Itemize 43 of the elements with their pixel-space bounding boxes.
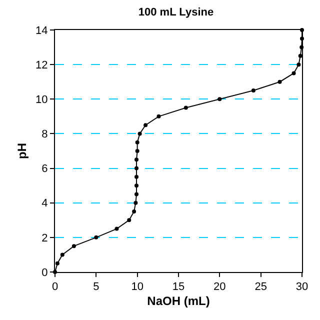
point	[144, 123, 148, 128]
y-tick-label: 14	[36, 24, 48, 37]
x-tick-label: 10	[131, 281, 144, 294]
y-tick-label: 4	[42, 198, 48, 210]
x-tick-label: 5	[93, 281, 100, 294]
y-tick-label: 12	[36, 59, 48, 72]
point	[132, 210, 136, 214]
x-tick-label: 25	[254, 281, 267, 294]
point	[134, 184, 139, 188]
point	[94, 235, 98, 240]
point	[184, 106, 188, 110]
point	[218, 97, 222, 102]
point	[292, 71, 296, 76]
point	[138, 132, 142, 136]
y-tick-label: 10	[36, 94, 48, 106]
point	[134, 200, 138, 205]
point	[156, 114, 161, 118]
x-tick-label: 30	[296, 281, 308, 294]
x-tick-label: 20	[214, 281, 226, 294]
y-axis-title: pH	[14, 143, 29, 159]
x-axis-title: NaOH (mL)	[147, 294, 210, 308]
point	[135, 140, 140, 144]
y-tick-label: 6	[42, 163, 48, 176]
y-tick-label: 0	[42, 266, 48, 279]
y-tick-label: 2	[42, 232, 48, 244]
point	[127, 218, 132, 222]
point	[114, 226, 119, 231]
point	[55, 261, 60, 266]
point	[60, 252, 64, 257]
chart-title: 100 mL Lysine	[138, 6, 214, 19]
point	[72, 244, 76, 248]
point	[278, 80, 282, 84]
point	[135, 149, 140, 153]
point	[296, 62, 301, 67]
point	[134, 192, 139, 196]
point	[298, 54, 302, 58]
x-tick-label: 15	[172, 281, 185, 294]
x-tick-label: 0	[52, 281, 58, 294]
point	[134, 174, 139, 179]
point	[251, 88, 256, 92]
point	[134, 166, 139, 170]
point	[134, 158, 139, 162]
y-tick-label: 8	[42, 128, 48, 141]
